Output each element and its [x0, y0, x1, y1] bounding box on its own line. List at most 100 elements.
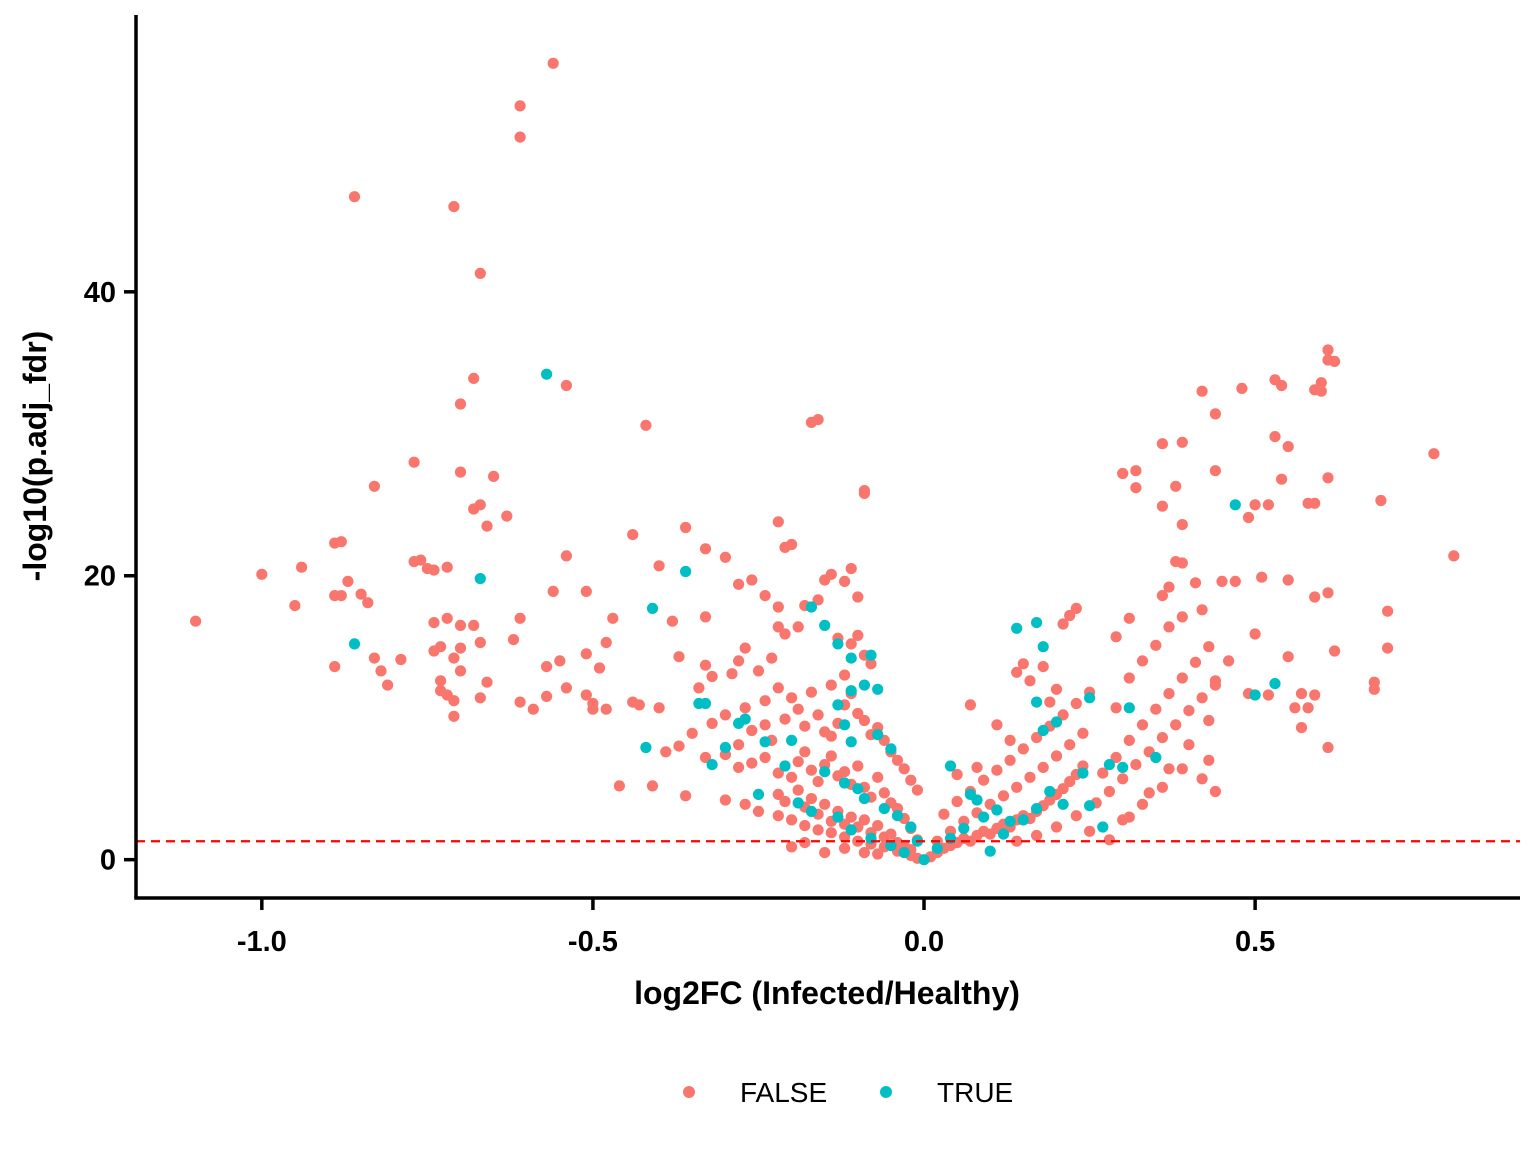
point-false — [786, 692, 798, 704]
point-false — [971, 761, 983, 774]
point-true — [1077, 767, 1089, 779]
point-true — [805, 805, 818, 818]
y-ticks: 0 20 40 — [84, 277, 136, 877]
point-false — [454, 665, 467, 677]
point-false — [1163, 688, 1175, 700]
point-false — [872, 848, 884, 860]
point-false — [547, 57, 559, 69]
legend: FALSE TRUE — [683, 1077, 1013, 1108]
point-false — [1070, 810, 1082, 822]
point-false — [1203, 714, 1215, 727]
point-false — [256, 568, 268, 580]
point-true — [984, 845, 996, 857]
point-false — [448, 695, 460, 707]
point-false — [779, 541, 791, 554]
point-false — [1249, 628, 1261, 640]
point-false — [819, 847, 831, 859]
point-false — [1117, 773, 1129, 785]
point-true — [1249, 689, 1261, 701]
point-false — [891, 754, 904, 766]
point-false — [468, 619, 480, 632]
point-false — [488, 470, 500, 482]
point-false — [819, 798, 831, 810]
point-false — [1136, 719, 1149, 731]
point-false — [474, 692, 486, 704]
point-false — [1156, 590, 1168, 602]
point-false — [699, 543, 712, 555]
point-false — [646, 780, 659, 792]
point-false — [666, 615, 679, 627]
point-false — [845, 563, 857, 575]
point-false — [1302, 702, 1314, 714]
point-false — [699, 751, 712, 764]
point-false — [428, 617, 440, 629]
point-false — [190, 615, 202, 627]
point-false — [1011, 666, 1023, 678]
point-true — [891, 810, 904, 822]
point-false — [1077, 727, 1089, 739]
point-true — [918, 854, 930, 866]
point-false — [1084, 825, 1096, 837]
point-false — [1011, 835, 1023, 847]
point-false — [680, 790, 692, 802]
point-false — [1256, 571, 1268, 583]
point-false — [454, 619, 467, 632]
point-false — [805, 416, 818, 428]
point-false — [786, 771, 798, 783]
point-false — [1037, 661, 1049, 673]
point-true — [1084, 692, 1096, 704]
point-false — [507, 634, 520, 646]
point-false — [362, 597, 374, 609]
point-false — [541, 661, 553, 673]
point-false — [772, 682, 784, 694]
point-true — [779, 760, 791, 772]
point-false — [1236, 382, 1248, 394]
point-false — [1017, 658, 1029, 670]
point-false — [858, 847, 871, 859]
x-tick-label: 0.0 — [904, 926, 944, 958]
point-false — [454, 466, 467, 478]
point-false — [1176, 557, 1188, 569]
point-false — [786, 814, 798, 826]
point-false — [845, 811, 857, 823]
point-false — [693, 682, 705, 694]
point-false — [600, 703, 612, 715]
point-false — [1110, 751, 1122, 764]
point-false — [382, 679, 394, 691]
point-false — [825, 750, 837, 762]
point-false — [1276, 379, 1288, 392]
point-false — [1189, 577, 1202, 589]
point-false — [428, 564, 440, 576]
point-false — [627, 529, 639, 541]
point-false — [1004, 734, 1016, 747]
point-false — [680, 521, 692, 534]
point-false — [812, 709, 824, 721]
point-true — [839, 777, 851, 789]
point-false — [1196, 692, 1208, 704]
legend-marker-false — [683, 1086, 695, 1098]
point-false — [1242, 511, 1255, 524]
legend-label-true: TRUE — [937, 1077, 1013, 1108]
point-false — [1070, 697, 1082, 710]
point-false — [1375, 494, 1387, 507]
point-false — [858, 714, 871, 727]
point-false — [1103, 834, 1115, 846]
point-false — [812, 776, 824, 788]
point-false — [845, 638, 857, 650]
point-false — [501, 510, 513, 522]
point-true — [964, 788, 977, 801]
point-false — [1136, 798, 1149, 810]
point-false — [1097, 767, 1109, 779]
point-false — [991, 719, 1003, 731]
point-false — [1216, 575, 1228, 588]
point-false — [348, 191, 361, 203]
point-false — [468, 503, 480, 515]
point-false — [1156, 500, 1168, 512]
point-false — [481, 520, 493, 532]
point-true — [885, 839, 897, 852]
point-false — [1130, 759, 1142, 771]
point-false — [772, 621, 784, 633]
point-true — [1097, 821, 1109, 833]
point-true — [680, 565, 692, 578]
point-false — [779, 795, 791, 808]
